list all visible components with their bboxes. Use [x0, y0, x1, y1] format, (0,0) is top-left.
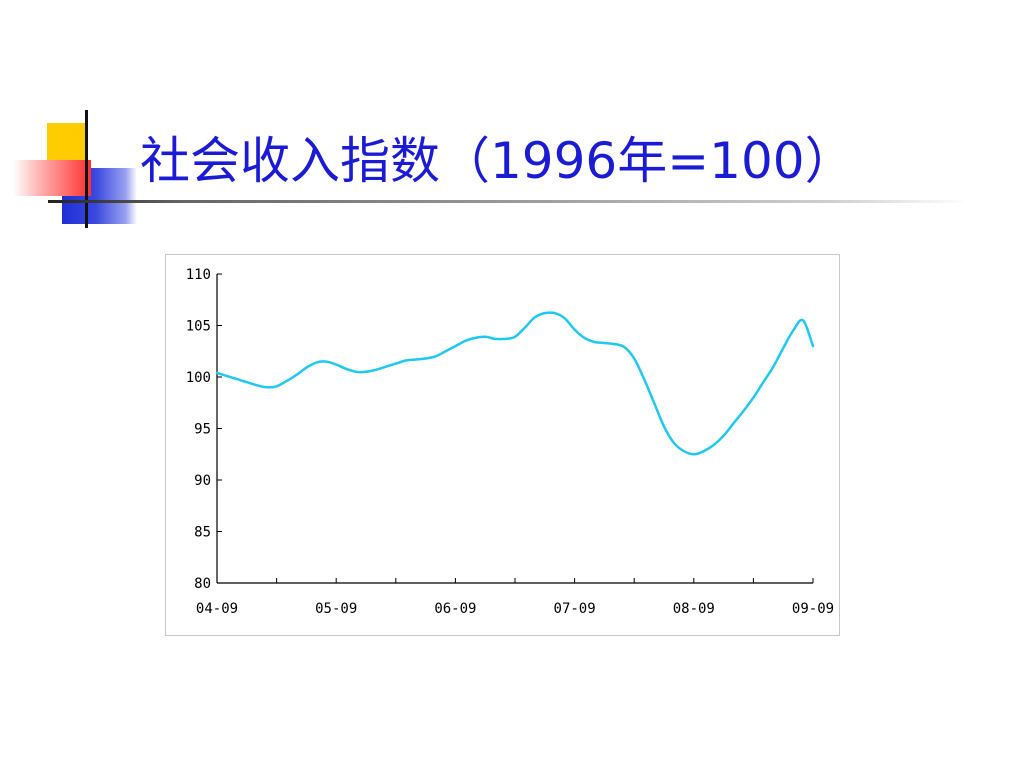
x-tick-label: 06-09 — [434, 601, 476, 617]
line-chart: 80 85 90 95 100 105 110 04-09 05-09 06-09 07-09 08-… — [186, 267, 834, 617]
y-tick-label: 80 — [194, 576, 211, 592]
y-tick-label: 110 — [186, 267, 211, 283]
x-tick-label: 07-09 — [554, 601, 596, 617]
series-line — [215, 311, 815, 456]
y-tick-label: 90 — [194, 473, 211, 489]
x-tick-label: 08-09 — [673, 601, 715, 617]
decor-red-bar — [13, 160, 91, 196]
title-underline — [48, 200, 968, 203]
y-tick-label: 85 — [194, 525, 211, 541]
y-tick-label: 100 — [186, 370, 211, 386]
chart-frame: 80 85 90 95 100 105 110 04-09 05-09 06-09 07-09 08-… — [165, 254, 840, 636]
x-tick-label: 04-09 — [196, 601, 238, 617]
y-tick-label: 105 — [186, 319, 211, 335]
decor-vertical-line — [85, 110, 88, 228]
y-tick-label: 95 — [194, 422, 211, 438]
slide-title: 社会收入指数（1996年=100） — [140, 132, 855, 190]
x-tick-label: 05-09 — [315, 601, 357, 617]
x-tick-label: 09-09 — [792, 601, 834, 617]
